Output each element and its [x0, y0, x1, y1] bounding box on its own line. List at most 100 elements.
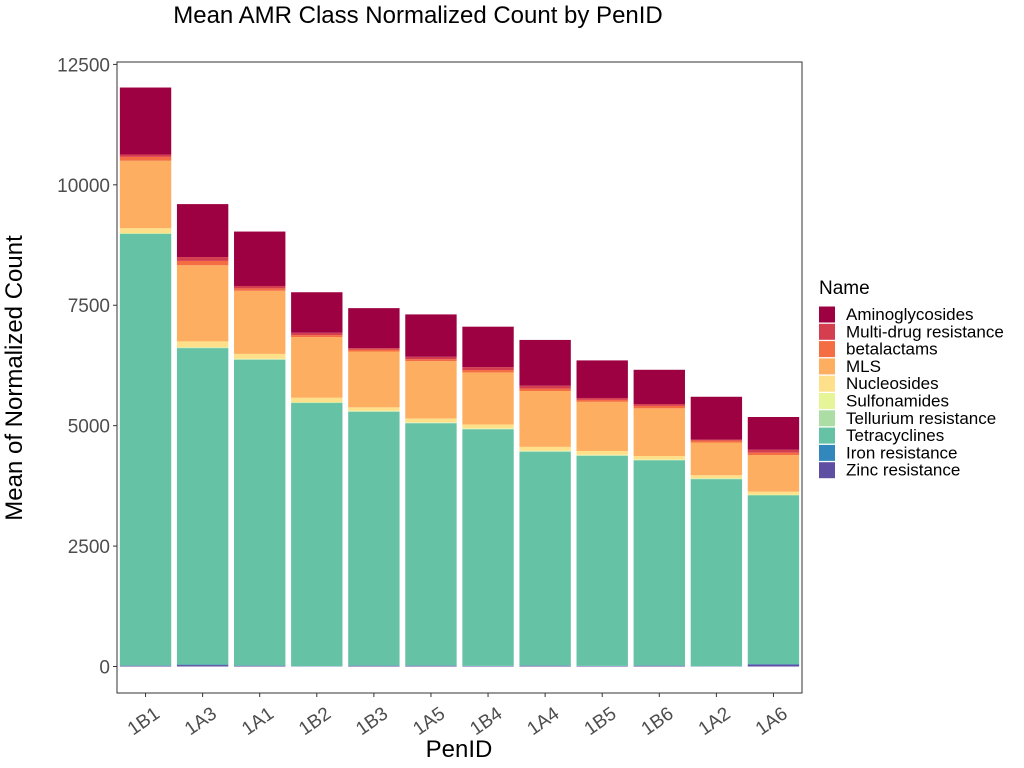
bar-segment-1B2-mls [291, 337, 343, 398]
bar-segment-1B2-betalactams [291, 335, 343, 338]
x-tick-label: 1B5 [581, 703, 621, 740]
bar-segment-1A3-multi-drug-resistance [176, 257, 229, 261]
y-tick-label: 7500 [68, 296, 110, 317]
x-tick-label: 1A1 [238, 703, 278, 740]
y-axis-title: Mean of Normalized Count [1, 235, 28, 521]
bar-segment-1B3-multi-drug-resistance [348, 348, 400, 350]
x-axis: 1B1 1A3 1A1 1B2 1B3 1A5 1B4 1A4 1B5 1B6 1A2 1A6 [124, 693, 792, 740]
bar-segment-1A5-mls [405, 361, 457, 419]
bar-segment-1A4-nucleosides [519, 446, 571, 451]
bar-segment-1B4-mls [462, 372, 514, 425]
bar-segment-1B2-aminoglycosides [291, 292, 343, 333]
bar-segment-1A1-zinc-resistance [234, 665, 286, 667]
y-tick-label: 10000 [57, 176, 110, 197]
legend-label: betalactams [846, 340, 938, 359]
legend-item: MLS [819, 357, 881, 376]
y-tick-label: 2500 [68, 537, 110, 558]
bar-segment-1A1-multi-drug-resistance [234, 285, 286, 289]
x-tick-label: 1A4 [524, 703, 564, 740]
bar-segment-1B2-tetracyclines [291, 403, 343, 667]
x-tick-label: 1A2 [695, 703, 735, 740]
bar-segment-1A5-aminoglycosides [405, 314, 457, 357]
bar-segment-1A5-multi-drug-resistance [405, 356, 457, 360]
bar-segment-1B6-betalactams [633, 405, 685, 409]
legend-swatch [819, 444, 835, 461]
bar-segment-1B5-aminoglycosides [576, 360, 628, 398]
bar-segment-1B4-aminoglycosides [462, 326, 514, 368]
bar-segment-1A5-nucleosides [405, 418, 457, 423]
bar-segment-1A2-betalactams [690, 440, 743, 443]
bar-segment-1B1-tetracyclines [119, 233, 172, 666]
bar-segment-1A6-mls [747, 455, 800, 492]
bar-segment-1A4-aminoglycosides [519, 339, 571, 386]
bar-segment-1B1-multi-drug-resistance [119, 154, 172, 157]
legend-swatch [819, 358, 835, 375]
x-tick-label: 1A6 [752, 703, 792, 740]
bar-segment-1A1-tetracyclines [234, 359, 286, 666]
bar-segment-1A2-multi-drug-resistance [690, 439, 743, 441]
x-tick-label: 1B4 [467, 703, 507, 740]
bar-segment-1A4-mls [519, 390, 571, 447]
legend-item: Tetracyclines [819, 426, 944, 445]
bar-segment-1B1-zinc-resistance [119, 665, 172, 667]
bar-segment-1B6-nucleosides [633, 456, 685, 460]
bar-segment-1B5-multi-drug-resistance [576, 397, 628, 400]
bar-segment-1B6-tetracyclines [633, 460, 685, 666]
x-tick-label: 1B1 [124, 703, 164, 740]
legend-label: Aminoglycosides [846, 305, 974, 324]
x-tick-label: 1B3 [352, 703, 392, 740]
plot-panel-border [116, 61, 803, 694]
bar-segment-1B1-mls [119, 160, 172, 229]
bar-segment-1B4-multi-drug-resistance [462, 367, 514, 371]
legend-title: Name [819, 278, 870, 299]
bar-segment-1A1-betalactams [234, 288, 286, 291]
bar-segment-1A2-aminoglycosides [690, 396, 743, 440]
legend-item: Nucleosides [819, 374, 939, 393]
bar-segment-1B6-aminoglycosides [633, 369, 685, 404]
bar-segment-1A1-mls [234, 290, 286, 354]
legend-label: Nucleosides [846, 374, 939, 393]
bar-segment-1A4-tetracyclines [519, 451, 571, 666]
legend-label: Tetracyclines [846, 426, 944, 445]
legend-swatch [819, 427, 835, 444]
bar-segment-1A6-aminoglycosides [747, 417, 800, 450]
legend-item: Multi-drug resistance [819, 322, 1004, 341]
bar-segment-1A1-nucleosides [234, 353, 286, 359]
bar-segment-1A6-tetracyclines [747, 495, 800, 665]
bar-segment-1B5-betalactams [576, 399, 628, 402]
bar-segment-1A5-tetracyclines [405, 423, 457, 666]
bar-segment-1B1-aminoglycosides [119, 87, 172, 155]
bar-segment-1A6-zinc-resistance [747, 664, 800, 667]
bar-segment-1B5-nucleosides [576, 450, 628, 455]
legend-swatch [819, 393, 835, 409]
bar-segment-1A1-aminoglycosides [234, 231, 286, 286]
legend-label: Iron resistance [846, 443, 958, 462]
bar-segment-1A3-aminoglycosides [176, 204, 229, 258]
bar-segment-1B6-multi-drug-resistance [633, 403, 685, 406]
legend-label: Tellurium resistance [846, 409, 996, 428]
bar-segment-1B6-mls [633, 408, 685, 457]
y-axis: 0 2500 5000 7500 10000 12500 [57, 55, 117, 679]
legend-swatch [819, 375, 835, 392]
legend-label: Sulfonamides [846, 392, 949, 411]
legend-item: Sulfonamides [819, 392, 949, 411]
bar-segment-1B4-tetracyclines [462, 429, 514, 666]
legend-swatch [819, 323, 835, 340]
bar-segment-1A3-tetracyclines [176, 348, 229, 665]
chart-title: Mean AMR Class Normalized Count by PenID [173, 2, 663, 29]
bar-segment-1B5-tetracyclines [576, 455, 628, 666]
y-tick-label: 5000 [68, 417, 110, 438]
plot-area [119, 87, 800, 667]
x-tick-label: 1B6 [638, 703, 678, 740]
bar-segment-1A4-multi-drug-resistance [519, 385, 571, 389]
bar-segment-1A3-nucleosides [176, 341, 229, 348]
x-tick-label: 1B2 [295, 703, 335, 740]
legend-label: Zinc resistance [846, 461, 960, 480]
x-axis-title: PenID [426, 736, 493, 763]
bar-segment-1B3-mls [348, 351, 400, 408]
bar-segment-1B2-multi-drug-resistance [291, 332, 343, 336]
bar-segment-1B1-nucleosides [119, 228, 172, 233]
x-tick-label: 1A5 [409, 703, 449, 740]
legend-label: Multi-drug resistance [846, 322, 1004, 341]
